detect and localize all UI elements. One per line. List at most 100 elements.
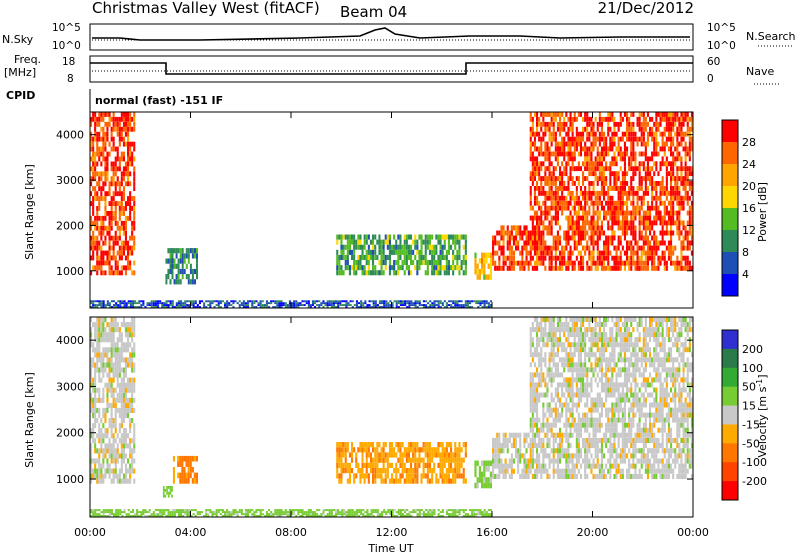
power-cell — [644, 225, 647, 231]
velocity-cell — [515, 448, 518, 454]
power-cell — [598, 112, 601, 117]
power-cell — [118, 126, 121, 132]
velocity-cell — [554, 458, 557, 464]
power-cell — [410, 270, 413, 276]
power-cell — [360, 306, 363, 308]
power-cell — [401, 265, 404, 271]
velocity-cell — [674, 448, 677, 454]
velocity-cell — [412, 478, 415, 484]
power-cell — [531, 225, 534, 231]
velocity-cell — [102, 352, 105, 358]
power-cell — [690, 121, 693, 127]
velocity-cell — [426, 468, 429, 474]
power-cell — [663, 131, 666, 137]
velocity-cell — [454, 462, 457, 468]
velocity-cell — [554, 432, 557, 438]
power-cell — [529, 151, 532, 157]
power-cell — [531, 141, 534, 147]
power-cell — [575, 230, 578, 236]
power-cell — [405, 244, 408, 250]
power-cell — [108, 245, 111, 251]
power-cell — [634, 230, 637, 236]
power-cell — [552, 255, 555, 261]
power-cell — [437, 254, 440, 260]
power-cell — [563, 205, 566, 211]
velocity-cell — [573, 473, 576, 479]
power-cell — [680, 260, 683, 266]
power-cell — [177, 304, 180, 306]
power-cell — [498, 255, 501, 261]
power-cell — [690, 126, 693, 132]
power-cell — [646, 141, 649, 147]
power-cell — [372, 244, 375, 250]
power-cell — [96, 270, 99, 276]
velocity-cell — [653, 473, 656, 479]
power-cell — [617, 151, 620, 157]
power-cell — [554, 136, 557, 142]
power-cell — [642, 136, 645, 142]
power-cell — [672, 245, 675, 251]
power-cell — [542, 131, 545, 137]
power-cell — [92, 156, 95, 162]
power-cell — [191, 274, 194, 280]
velocity-cell — [92, 397, 95, 403]
power-cell — [181, 258, 184, 264]
power-cell — [548, 112, 551, 117]
power-cell — [422, 239, 425, 245]
power-cell — [592, 171, 595, 177]
power-cell — [619, 112, 622, 117]
velocity-cell — [594, 473, 597, 479]
power-cell — [651, 250, 654, 256]
power-cell — [410, 304, 413, 306]
power-cell — [288, 300, 291, 303]
velocity-cell — [447, 457, 450, 463]
power-cell — [523, 225, 526, 231]
power-cell — [623, 131, 626, 137]
power-cell — [92, 250, 95, 256]
power-cell — [378, 234, 381, 240]
power-cell — [690, 240, 693, 246]
velocity-cell — [391, 478, 394, 484]
power-cell — [596, 220, 599, 226]
power-cell — [100, 260, 103, 266]
power-cell — [588, 151, 591, 157]
power-cell — [676, 195, 679, 201]
velocity-cell — [569, 453, 572, 459]
velocity-cell — [594, 432, 597, 438]
power-cell — [374, 254, 377, 260]
velocity-cell — [410, 462, 413, 468]
velocity-cell — [133, 407, 136, 413]
power-cell — [439, 302, 442, 305]
velocity-cell — [106, 382, 109, 388]
power-cell — [571, 151, 574, 157]
velocity-cell — [92, 428, 95, 434]
velocity-cell — [369, 452, 372, 458]
power-cell — [540, 255, 543, 261]
power-cell — [408, 300, 411, 303]
power-cell — [559, 200, 562, 206]
power-cell — [395, 244, 398, 250]
power-cell — [561, 195, 564, 201]
power-cell — [416, 239, 419, 245]
power-cell — [98, 196, 101, 201]
velocity-cell — [386, 468, 389, 474]
power-cell — [100, 265, 103, 271]
velocity-cell — [437, 478, 440, 484]
velocity-cell — [336, 452, 339, 458]
power-cell — [653, 260, 656, 266]
power-cell — [124, 181, 127, 187]
velocity-cell — [399, 473, 402, 479]
power-cell — [678, 141, 681, 147]
velocity-cell — [663, 473, 666, 479]
power-cell — [642, 126, 645, 132]
velocity-cell — [414, 457, 417, 463]
velocity-cell — [391, 473, 394, 479]
power-cell — [586, 245, 589, 251]
power-cell — [636, 240, 639, 246]
power-cell — [104, 235, 107, 241]
power-cell — [554, 151, 557, 157]
power-cell — [609, 161, 612, 167]
velocity-cell — [133, 332, 136, 338]
velocity-cell — [458, 447, 461, 453]
velocity-cell — [110, 377, 113, 383]
